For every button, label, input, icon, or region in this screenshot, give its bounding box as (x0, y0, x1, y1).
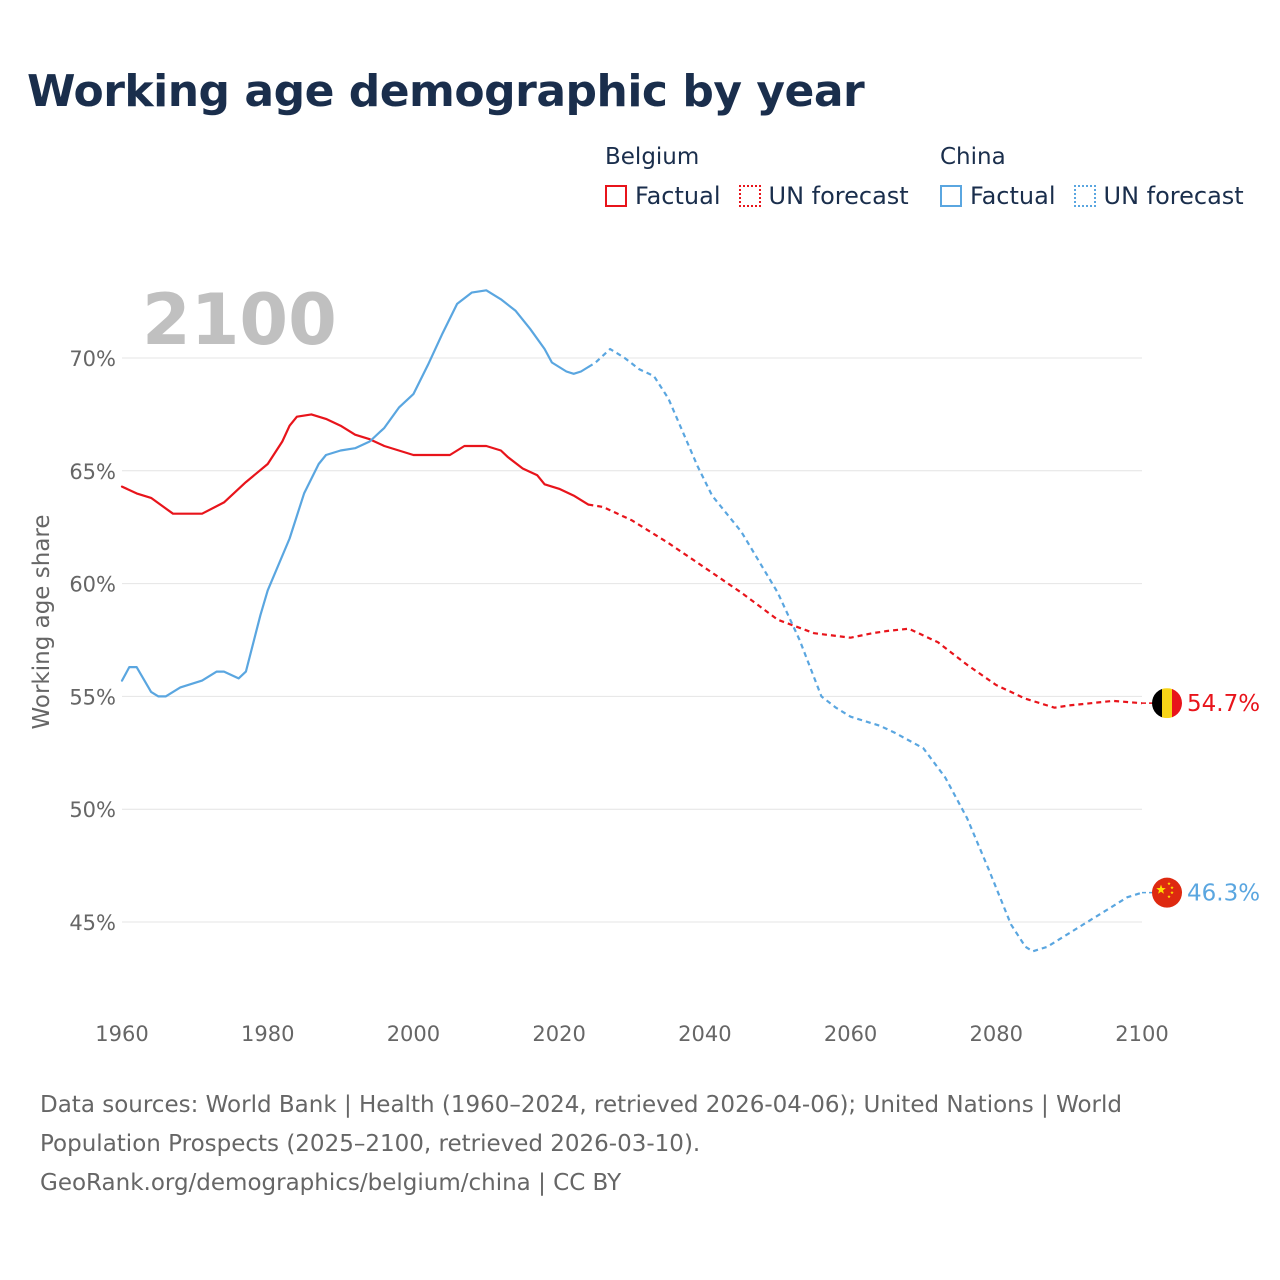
solid-swatch-icon (940, 185, 962, 207)
line-chart: 45% 50% 55% 60% 65% 70% 1960 1980 2000 2020 2040 20… (69, 279, 1260, 1046)
current-year-label: 2100 (142, 279, 337, 361)
legend-label-belgium-factual: Factual (635, 182, 721, 210)
y-tick-label: 50% (69, 798, 116, 822)
star-icon (1156, 884, 1166, 894)
star-icon (1167, 881, 1171, 886)
legend-label-china-forecast: UN forecast (1103, 182, 1244, 210)
belgium-flag (1152, 688, 1182, 719)
solid-swatch-icon (605, 185, 627, 207)
x-tick-label: 2060 (824, 1022, 877, 1046)
legend-label-china-factual: Factual (970, 182, 1056, 210)
china-factual-line (120, 289, 590, 698)
attribution-link[interactable]: GeoRank.org/demographics/belgium/china |… (40, 1170, 622, 1196)
legend-item-belgium-forecast[interactable]: UN forecast (738, 182, 909, 210)
x-tick-label: 1980 (241, 1022, 294, 1046)
star-icon (1170, 885, 1174, 890)
belgium-factual-line (120, 413, 590, 515)
china-flag (1152, 877, 1182, 908)
star-icon (1170, 890, 1174, 895)
china-end-value-label: 46.3% (1187, 881, 1260, 907)
data-sources: Data sources: World Bank | Health (1960–… (40, 1092, 1122, 1157)
x-tick-label: 2080 (970, 1022, 1023, 1046)
legend-item-belgium-factual[interactable]: Factual (605, 182, 721, 210)
x-tick-label: 1960 (95, 1022, 148, 1046)
legend-country-belgium: Belgium (605, 144, 700, 170)
legend-item-china-factual[interactable]: Factual (940, 182, 1056, 210)
x-tick-label: 2000 (387, 1022, 440, 1046)
star-icon (1167, 894, 1171, 899)
legend-label-belgium-forecast: UN forecast (768, 182, 909, 210)
legend-country-china: China (940, 144, 1006, 170)
y-tick-label: 65% (69, 460, 116, 484)
footer: Data sources: World Bank | Health (1960–… (40, 1086, 1220, 1203)
belgium-end-value-label: 54.7% (1187, 691, 1260, 717)
x-tick-label: 2040 (678, 1022, 731, 1046)
dotted-swatch-icon (738, 185, 761, 207)
y-tick-label: 70% (69, 347, 116, 371)
dotted-swatch-icon (1073, 185, 1096, 207)
y-tick-label: 55% (69, 685, 116, 709)
belgium-forecast-line (588, 503, 1143, 709)
legend-group-china: China Factual UN forecast (940, 144, 1262, 210)
x-tick-label: 2020 (532, 1022, 585, 1046)
legend-item-china-forecast[interactable]: UN forecast (1073, 182, 1244, 210)
legend-group-belgium: Belgium Factual UN forecast (605, 144, 927, 210)
china-forecast-line (587, 347, 1143, 953)
chart-title: Working age demographic by year (27, 66, 865, 117)
y-tick-label: 45% (69, 911, 116, 935)
y-tick-label: 60% (69, 573, 116, 597)
x-tick-label: 2100 (1115, 1022, 1168, 1046)
